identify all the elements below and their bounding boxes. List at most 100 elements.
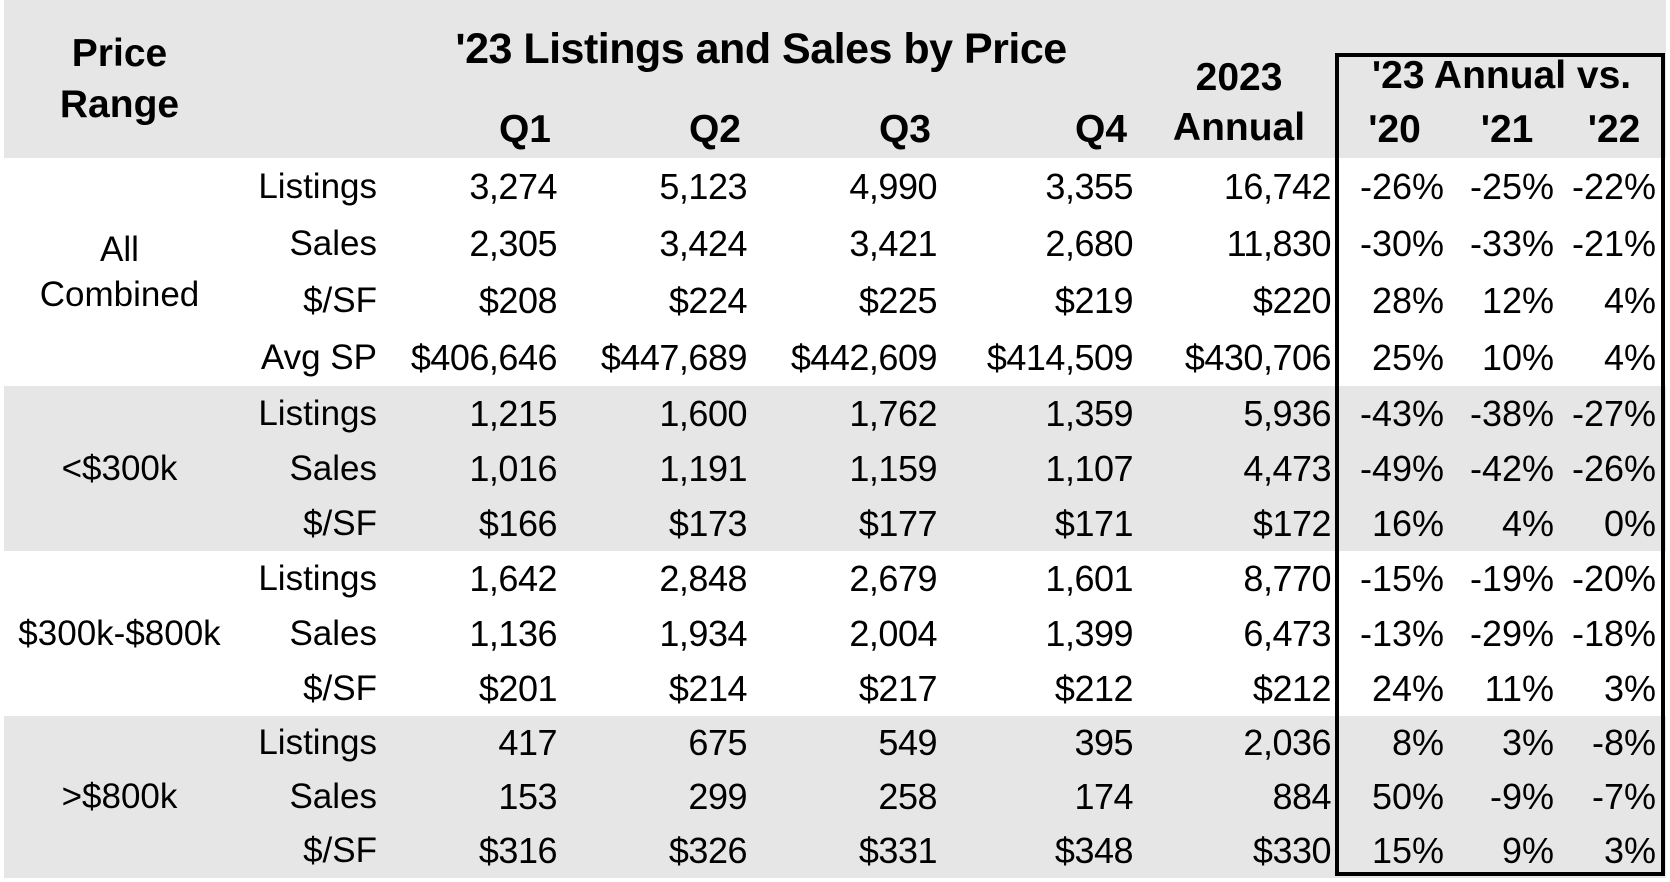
- q3-value: 2,679: [849, 557, 937, 599]
- vs-2021-value: -19%: [1469, 557, 1555, 599]
- vs-2020-column-header: '20: [1337, 98, 1453, 158]
- q3-column-header: Q3: [755, 98, 945, 158]
- q3-value: 1,762: [755, 386, 945, 441]
- table-row: $/SF $316 $326 $331 $348 $330 15% 9% 3%: [4, 824, 1667, 878]
- vs-2021-value: -25%: [1469, 165, 1555, 207]
- vs-2022-value: -27%: [1562, 386, 1667, 441]
- q3-value: $225: [858, 279, 938, 321]
- vs-2021-value: 12%: [1481, 279, 1555, 321]
- annual-value: 8,770: [1243, 557, 1332, 599]
- table-row: <$300k Listings 1,215 1,600 1,762 1,359 …: [4, 386, 1667, 551]
- q1-value: 417: [381, 716, 565, 770]
- q3-value: $331: [755, 824, 945, 878]
- vs-2020-value: 25%: [1371, 336, 1445, 378]
- vs-2021-value: -42%: [1452, 441, 1563, 496]
- table-header: Price Range '23 Listings and Sales by Pr…: [4, 0, 1667, 158]
- q2-value: 1,191: [565, 441, 755, 496]
- vs-2020-value: -13%: [1359, 612, 1445, 654]
- table-row: Sales 1,136 1,934 2,004 1,399 6,473 -13%…: [4, 606, 1666, 661]
- q3-value: 549: [755, 716, 945, 770]
- annual-value: 884: [1141, 770, 1338, 824]
- q1-value: 1,016: [381, 441, 565, 496]
- price-range-label: <$300k: [4, 386, 235, 551]
- q3-value: 1,159: [755, 441, 945, 496]
- table-row: Sales 2,305 3,424 3,421 2,680 11,830 -30…: [4, 215, 1666, 272]
- metric-label: Listings: [235, 386, 381, 441]
- q4-value: $212: [1054, 667, 1134, 709]
- q2-value: $447,689: [600, 336, 748, 378]
- table-title: '23 Listings and Sales by Price: [381, 0, 1142, 98]
- vs-2022-value: 0%: [1562, 496, 1667, 551]
- q1-value: $166: [381, 496, 565, 551]
- vs-2021-value: -33%: [1469, 222, 1555, 264]
- listings-sales-table: Price Range '23 Listings and Sales by Pr…: [4, 0, 1667, 878]
- vs-2020-value: -15%: [1359, 557, 1445, 599]
- vs-2020-value: 15%: [1337, 824, 1453, 878]
- vs-2020-value: -26%: [1359, 165, 1445, 207]
- annual-value: 6,473: [1243, 612, 1332, 654]
- vs-2022-value: -26%: [1562, 441, 1667, 496]
- vs-2020-value: 24%: [1371, 667, 1445, 709]
- annual-value: $430,706: [1184, 336, 1332, 378]
- q1-value: 1,642: [469, 557, 557, 599]
- q3-value: 3,421: [849, 222, 937, 264]
- q4-value: 1,601: [1045, 557, 1134, 599]
- vs-2021-value: -38%: [1452, 386, 1563, 441]
- annual-value: 2,036: [1141, 716, 1338, 770]
- q2-value: 5,123: [659, 165, 747, 207]
- group-all-combined: All Combined Listings 3,274 5,123 4,990 …: [4, 158, 1666, 386]
- vs-2022-value: 4%: [1603, 336, 1657, 378]
- metric-label: $/SF: [235, 824, 381, 878]
- q2-value: 299: [565, 770, 755, 824]
- q1-column-header: Q1: [381, 98, 565, 158]
- metric-column-header-empty: [235, 0, 381, 98]
- q2-value: $173: [565, 496, 755, 551]
- metric-label: Listings: [258, 558, 377, 598]
- q1-value: 153: [381, 770, 565, 824]
- vs-2022-value: 3%: [1562, 824, 1667, 878]
- q3-value: $177: [755, 496, 945, 551]
- table-row: Sales 1,016 1,191 1,159 1,107 4,473 -49%…: [4, 441, 1667, 496]
- vs-2020-value: -43%: [1337, 386, 1453, 441]
- q3-value: $442,609: [790, 336, 938, 378]
- q4-value: 2,680: [1045, 222, 1134, 264]
- q2-value: 675: [565, 716, 755, 770]
- table-row: $/SF $166 $173 $177 $171 $172 16% 4% 0%: [4, 496, 1667, 551]
- annual-value: $330: [1141, 824, 1338, 878]
- q4-value: $414,509: [986, 336, 1134, 378]
- q2-value: $214: [668, 667, 748, 709]
- metric-label: Sales: [235, 770, 381, 824]
- table-row: All Combined Listings 3,274 5,123 4,990 …: [4, 158, 1666, 315]
- vs-2021-value: 11%: [1484, 667, 1555, 709]
- vs-2020-value: 28%: [1371, 279, 1445, 321]
- vs-2022-column-header: '22: [1562, 98, 1667, 158]
- price-range-label: $300k-$800k: [18, 613, 221, 653]
- q2-value: $224: [668, 279, 748, 321]
- vs-2022-value: -21%: [1571, 222, 1657, 264]
- q4-value: $171: [945, 496, 1142, 551]
- q4-value: $219: [1054, 279, 1134, 321]
- q4-value: 3,355: [1045, 165, 1134, 207]
- q1-value: 1,215: [381, 386, 565, 441]
- vs-2021-value: 10%: [1481, 336, 1555, 378]
- table-row: Sales 153 299 258 174 884 50% -9% -7%: [4, 770, 1667, 824]
- q4-column-header: Q4: [945, 98, 1142, 158]
- q2-value: $326: [565, 824, 755, 878]
- price-range-label: All Combined: [39, 229, 200, 315]
- vs-2020-value: 8%: [1337, 716, 1453, 770]
- q4-value: 1,399: [1045, 612, 1134, 654]
- metric-label: $/SF: [303, 280, 377, 320]
- vs-2022-value: -8%: [1562, 716, 1667, 770]
- q4-value: $348: [945, 824, 1142, 878]
- metric-column-header-empty: [235, 98, 381, 158]
- q3-value: 4,990: [849, 165, 937, 207]
- vs-2020-value: -30%: [1359, 222, 1445, 264]
- metric-label: Sales: [289, 223, 377, 263]
- table-row: $/SF $201 $214 $217 $212 $212 24% 11% 3%: [4, 661, 1666, 716]
- annual-value: $212: [1252, 667, 1332, 709]
- vs-2021-column-header: '21: [1452, 98, 1563, 158]
- annual-value: 4,473: [1141, 441, 1338, 496]
- vs-2021-value: 3%: [1452, 716, 1563, 770]
- metric-label: Listings: [235, 716, 381, 770]
